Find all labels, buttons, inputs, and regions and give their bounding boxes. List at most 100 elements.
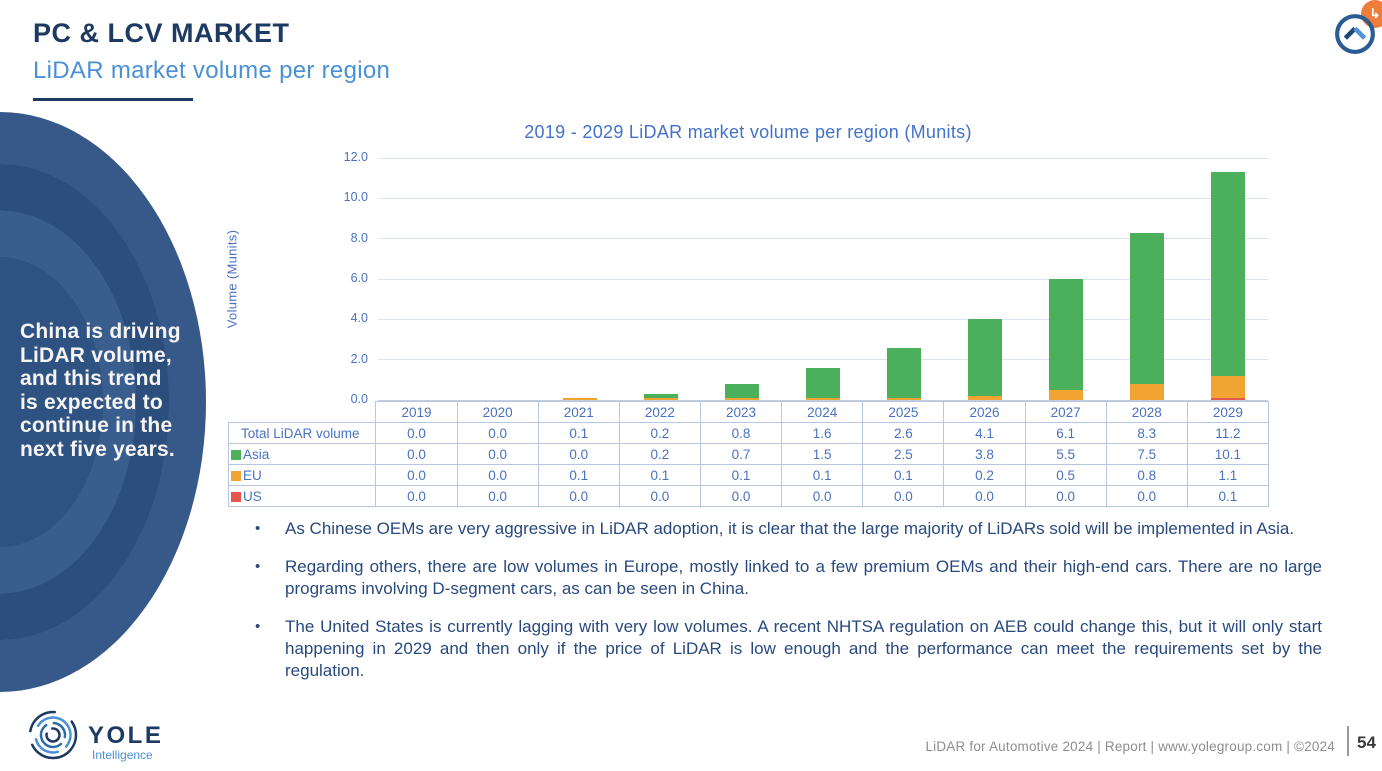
row-label: EU	[227, 464, 377, 486]
plot-area	[378, 157, 1268, 401]
y-tick-label: 10.0	[343, 190, 368, 205]
value-cell: 0.0	[456, 443, 539, 465]
row-label: Total LiDAR volume	[227, 422, 377, 444]
y-tick-label: 12.0	[343, 150, 368, 164]
value-cell: 1.1	[1186, 464, 1270, 486]
bar-column-2028	[1106, 158, 1187, 400]
value-cell: 0.2	[618, 422, 701, 444]
table-header-row: 2019 2020 2021 2022 2023 2024 2025 2026 2027 2028…	[229, 401, 1270, 423]
yole-logo-icon	[28, 710, 78, 760]
bar-segment-asia	[644, 393, 679, 398]
value-cell: 1.6	[781, 422, 864, 444]
value-cell: 0.1	[1186, 485, 1270, 507]
bar-column-2019	[378, 158, 459, 400]
year-header: 2029	[1186, 401, 1270, 423]
value-cell: 0.0	[943, 485, 1026, 507]
value-cell: 0.1	[537, 422, 620, 444]
year-header: 2026	[943, 401, 1026, 423]
yole-logo: YOLE Intelligence	[26, 708, 256, 766]
page-subtitle: LiDAR market volume per region	[33, 57, 391, 84]
bar-segment-eu	[563, 397, 598, 400]
value-cell: 0.1	[781, 464, 864, 486]
year-header: 2024	[781, 401, 864, 423]
title-underline	[33, 98, 193, 101]
bar-segment-asia	[1210, 172, 1245, 376]
bullet-marker: •	[255, 520, 261, 537]
table-corner-blank	[229, 402, 376, 423]
value-cell: 0.0	[537, 443, 620, 465]
year-header: 2019	[375, 401, 458, 423]
bar-column-2027	[1025, 158, 1106, 400]
scroll-to-top-icon[interactable]	[1333, 12, 1377, 56]
y-tick-label: 0.0	[350, 392, 368, 406]
bullet-text: Regarding others, there are low volumes …	[285, 556, 1322, 598]
data-table: 2019 2020 2021 2022 2023 2024 2025 2026 2027 2028…	[227, 401, 1270, 507]
bar-segment-asia	[725, 383, 760, 398]
value-cell: 11.2	[1186, 422, 1270, 444]
bar-segment-eu	[967, 395, 1002, 400]
bar-segment-eu	[1129, 383, 1164, 400]
page-title: PC & LCV MARKET	[33, 18, 290, 48]
year-header: 2023	[699, 401, 783, 423]
bar-segment-asia	[1048, 279, 1083, 390]
gridline	[378, 238, 1268, 240]
value-cell: 0.0	[862, 485, 945, 507]
bar-segment-eu	[644, 397, 679, 400]
page-number: 54	[1357, 733, 1376, 752]
value-cell: 2.6	[862, 422, 945, 444]
bullet-list: • As Chinese OEMs are very aggressive in …	[230, 518, 1322, 698]
bar-segment-asia	[805, 367, 840, 398]
table-row: Asia 0.0 0.0 0.0 0.2 0.7 1.5 2.5 3.8 5.5 7.5 10.1	[227, 443, 1270, 465]
y-axis-title: Volume (Munits)	[224, 229, 240, 329]
value-cell: 0.0	[699, 485, 783, 507]
header: PC & LCV MARKET LiDAR market volume per …	[33, 18, 390, 101]
bar-column-2025	[863, 158, 944, 400]
bar-column-2020	[459, 158, 540, 400]
year-header: 2021	[537, 401, 620, 423]
bar-segment-eu	[1210, 375, 1245, 398]
y-tick-label: 2.0	[350, 351, 368, 366]
bullet-text: As Chinese OEMs are very aggressive in L…	[285, 519, 1295, 538]
value-cell: 0.5	[1024, 464, 1107, 486]
table-row: US 0.0 0.0 0.0 0.0 0.0 0.0 0.0 0.0 0.0 0.0 0.1	[227, 485, 1270, 507]
row-label: US	[227, 485, 377, 507]
footer-report-info: LiDAR for Automotive 2024 | Report | www…	[925, 739, 1335, 754]
value-cell: 0.8	[699, 422, 783, 444]
year-header: 2027	[1024, 401, 1107, 423]
value-cell: 0.0	[456, 485, 539, 507]
bullet-item: • The United States is currently lagging …	[230, 616, 1322, 682]
legend-swatch-eu	[231, 470, 241, 481]
bar-column-2026	[944, 158, 1025, 400]
bar-segment-eu	[886, 397, 921, 400]
value-cell: 2.5	[862, 443, 945, 465]
value-cell: 0.0	[618, 485, 701, 507]
value-cell: 0.1	[618, 464, 701, 486]
bar-column-2022	[621, 158, 702, 400]
value-cell: 0.0	[375, 485, 458, 507]
value-cell: 0.2	[618, 443, 701, 465]
legend-swatch-asia	[231, 449, 241, 460]
gridline	[378, 278, 1268, 280]
legend-swatch-us	[231, 491, 241, 502]
callout-text: China is driving LiDAR volume, and this …	[20, 320, 181, 461]
value-cell: 0.0	[456, 464, 539, 486]
table-row: Total LiDAR volume 0.0 0.0 0.1 0.2 0.8 1.6 2.6 4…	[227, 422, 1270, 444]
bullet-marker: •	[255, 617, 261, 635]
value-cell: 0.1	[699, 464, 783, 486]
value-cell: 10.1	[1186, 443, 1270, 465]
year-header: 2028	[1105, 401, 1188, 423]
bar-segment-eu	[805, 397, 840, 400]
value-cell: 0.7	[699, 443, 783, 465]
bar-segment-asia	[886, 347, 921, 398]
value-cell: 0.1	[537, 464, 620, 486]
bullet-marker: •	[255, 557, 261, 575]
bullet-text: The United States is currently lagging w…	[285, 616, 1322, 680]
value-cell: 0.8	[1105, 464, 1188, 486]
gridline	[378, 359, 1268, 361]
y-axis-ticks: 0.0 2.0 4.0 6.0 8.0 10.0 12.0	[318, 150, 368, 406]
gridline	[378, 197, 1268, 199]
value-cell: 4.1	[943, 422, 1026, 444]
bar-segment-eu	[725, 397, 760, 400]
footer-divider	[1347, 726, 1349, 756]
